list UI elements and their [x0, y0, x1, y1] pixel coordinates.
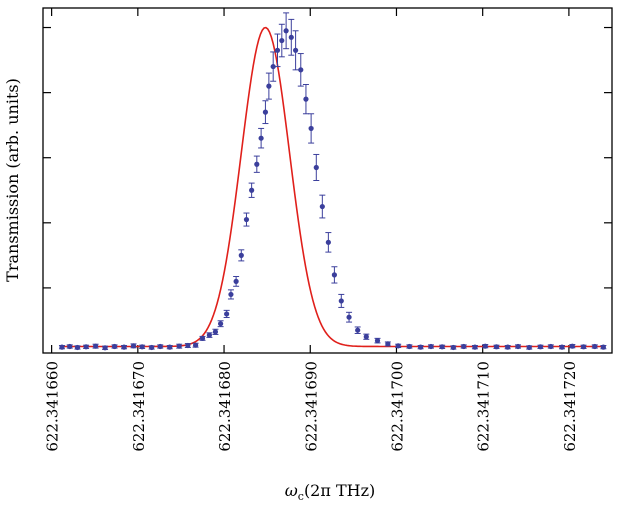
data-point [548, 343, 554, 350]
data-point [374, 338, 381, 344]
data-point [157, 343, 163, 350]
points-layer [59, 28, 606, 351]
data-point [439, 344, 445, 350]
data-point [228, 291, 234, 298]
data-point [559, 344, 565, 350]
data-point [537, 344, 544, 350]
data-point [139, 344, 145, 350]
x-tick-label: 622.341680 [216, 361, 234, 452]
data-point [580, 344, 587, 350]
x-tick-label: 622.341700 [388, 361, 406, 452]
data-point [274, 47, 281, 53]
data-point [293, 47, 299, 53]
x-tick-label: 622.341720 [561, 361, 579, 452]
data-point [243, 216, 250, 223]
data-point [303, 96, 309, 102]
x-axis-label-sub: c [298, 490, 304, 501]
y-axis-label: Transmission (arb. units) [3, 78, 22, 282]
data-point [600, 344, 606, 350]
data-point [206, 332, 212, 338]
data-point [279, 37, 285, 44]
data-point [199, 335, 206, 341]
data-point [258, 135, 264, 141]
data-point [346, 314, 352, 320]
data-point [266, 83, 272, 89]
data-point [83, 344, 89, 350]
data-point [283, 28, 289, 34]
data-point [233, 278, 239, 284]
data-point [313, 164, 319, 171]
data-point [592, 343, 598, 350]
data-point [130, 343, 137, 349]
data-point [74, 344, 81, 351]
data-point [482, 343, 488, 349]
data-point [224, 311, 230, 317]
data-point [308, 125, 314, 132]
data-point [238, 252, 244, 258]
data-point [262, 109, 269, 115]
x-axis-label-main: ω [285, 481, 298, 500]
data-point [176, 343, 182, 349]
data-point [59, 344, 65, 350]
data-point [92, 343, 99, 349]
x-axis-label: ωc(2π THz) [285, 481, 376, 501]
data-point [121, 344, 127, 350]
x-axis-label-rest: (2π THz) [304, 481, 375, 500]
fit-layer [61, 26, 604, 348]
data-point [363, 334, 369, 340]
fit-curve [61, 26, 604, 348]
data-point [249, 187, 255, 193]
data-point [355, 327, 361, 333]
data-point [395, 343, 401, 349]
tick-labels-layer: 622.341660 622.341670 622.341680 622.341690… [44, 361, 579, 452]
data-point [406, 343, 413, 350]
data-point [254, 161, 260, 167]
data-point [461, 343, 467, 350]
data-point [428, 343, 434, 350]
data-point [212, 329, 219, 335]
data-point [418, 344, 424, 350]
data-point [472, 344, 478, 350]
plot-frame [42, 7, 613, 354]
data-point [185, 342, 191, 349]
data-point [385, 341, 391, 347]
data-point [505, 344, 511, 350]
data-point [288, 34, 294, 40]
data-point [331, 272, 337, 278]
data-point [192, 342, 199, 348]
data-point [270, 63, 276, 70]
data-point [493, 344, 500, 350]
data-point [325, 239, 331, 245]
x-tick-label: 622.341710 [475, 361, 493, 452]
data-point [450, 344, 456, 351]
x-tick-label: 622.341670 [130, 361, 148, 452]
data-point [111, 343, 118, 350]
data-point [526, 344, 532, 351]
errorbars-layer [58, 12, 607, 350]
x-tick-label: 622.341690 [302, 361, 320, 452]
data-point [515, 343, 521, 350]
data-point [167, 344, 173, 350]
data-point [298, 67, 304, 73]
ticks-layer [43, 8, 612, 353]
data-point [338, 298, 344, 304]
data-point [319, 203, 325, 210]
x-tick-label: 622.341660 [44, 361, 62, 452]
data-point [569, 343, 575, 349]
data-point [102, 345, 108, 351]
data-point [67, 343, 73, 350]
data-point [149, 344, 155, 351]
data-point [217, 321, 224, 327]
